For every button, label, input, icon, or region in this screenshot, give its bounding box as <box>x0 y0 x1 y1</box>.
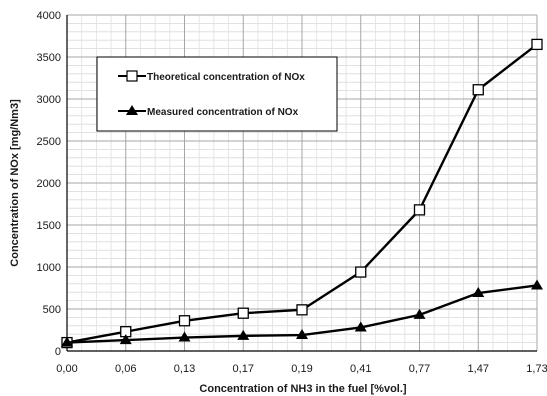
data-point-measured <box>296 329 308 340</box>
data-point-measured <box>237 329 250 340</box>
y-tick-label: 0 <box>55 346 61 358</box>
legend-square-marker <box>126 70 138 82</box>
data-point-theoretical <box>472 84 484 96</box>
y-tick-label: 3500 <box>37 52 61 64</box>
y-axis-title: Concentration of NOx [mg/Nm3] <box>9 99 21 267</box>
data-point-measured <box>354 321 367 332</box>
x-tick-label: 0,13 <box>174 363 195 375</box>
data-point-theoretical <box>355 266 367 278</box>
x-tick-label: 0,00 <box>56 363 77 375</box>
data-point-theoretical <box>296 304 308 316</box>
legend: Theoretical concentration of NOx Measure… <box>96 56 338 132</box>
x-tick-label: 0,06 <box>115 363 136 375</box>
y-tick-label: 4000 <box>37 10 61 22</box>
x-axis-title: Concentration of NH3 in the fuel [%vol.] <box>199 383 407 395</box>
data-point-measured <box>531 279 543 290</box>
x-tick-label: 0,41 <box>350 363 371 375</box>
y-tick-label: 500 <box>43 304 61 316</box>
y-tick-label: 2500 <box>37 136 61 148</box>
x-tick-label: 0,19 <box>291 363 312 375</box>
data-point-measured <box>61 336 73 347</box>
legend-label-measured: Measured concentration of NOx <box>147 107 299 118</box>
y-tick-label: 3000 <box>37 94 61 106</box>
data-point-measured <box>178 331 191 342</box>
data-point-measured <box>472 287 485 298</box>
x-tick-label: 0,77 <box>409 363 430 375</box>
data-point-measured <box>413 308 426 319</box>
y-tick-label: 2000 <box>37 178 61 190</box>
axes <box>66 15 537 352</box>
y-tick-labels: 0 500 1000 1500 2000 2500 3000 3500 4000 <box>37 10 61 358</box>
legend-triangle-marker <box>126 105 138 115</box>
x-tick-label: 1,47 <box>468 363 489 375</box>
x-tick-label: 0,17 <box>233 363 254 375</box>
legend-label-theoretical: Theoretical concentration of NOx <box>147 72 305 83</box>
data-point-theoretical <box>531 38 543 51</box>
legend-box <box>96 56 338 132</box>
x-tick-label: 1,73 <box>526 363 547 375</box>
data-point-theoretical <box>178 315 191 327</box>
data-point-theoretical <box>237 307 249 319</box>
y-tick-label: 1000 <box>37 262 61 274</box>
series-layer <box>61 38 543 349</box>
y-tick-label: 1500 <box>37 220 61 232</box>
data-point-measured <box>119 334 132 345</box>
x-tick-labels: 0,00 0,06 0,13 0,17 0,19 0,41 0,77 1,47 1,73 <box>56 363 547 375</box>
data-point-theoretical <box>413 204 426 216</box>
